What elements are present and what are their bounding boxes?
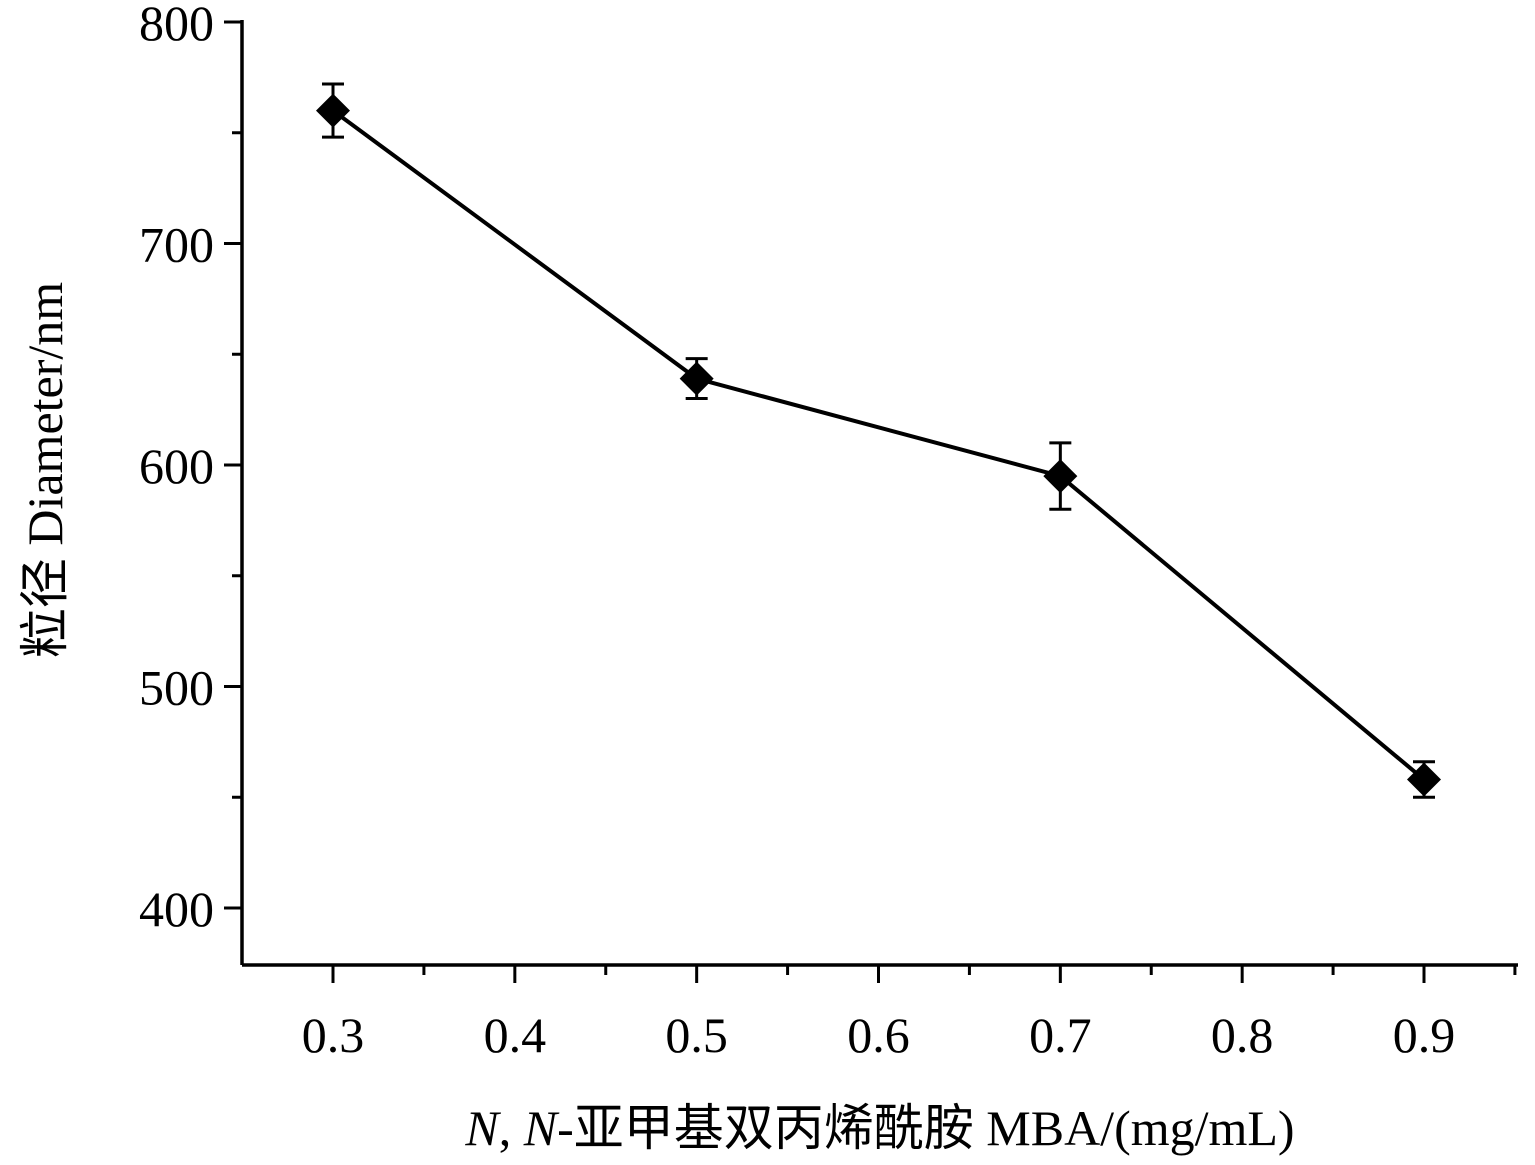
- y-tick-label-700: 700: [139, 217, 214, 273]
- x-tick-label-0.3: 0.3: [302, 1007, 365, 1063]
- axes: [240, 20, 1518, 967]
- x-axis-title: N, N-亚甲基双丙烯酰胺 MBA/(mg/mL): [464, 1100, 1294, 1156]
- y-tick-label-500: 500: [139, 660, 214, 716]
- x-axis-title-rest: -亚甲基双丙烯酰胺 MBA/(mg/mL): [557, 1100, 1294, 1156]
- x-tick-label-0.8: 0.8: [1211, 1007, 1274, 1063]
- y-tick-label-600: 600: [139, 438, 214, 494]
- y-axis-title: 粒径 Diameter/nm: [17, 282, 73, 658]
- data-point-2: [1043, 459, 1078, 494]
- ticks: 400 500 600 700 800 0.3 0.4 0.5 0.6 0.7 0.8 0.9: [139, 0, 1517, 1063]
- data-point-1: [679, 361, 714, 396]
- x-tick-label-0.7: 0.7: [1029, 1007, 1092, 1063]
- y-tick-label-800: 800: [139, 0, 214, 51]
- data-point-0: [316, 93, 350, 128]
- series: [316, 82, 1441, 799]
- x-tick-label-0.9: 0.9: [1393, 1007, 1456, 1063]
- x-axis-title-n2: N: [523, 1100, 560, 1156]
- series-line-0: [331, 108, 1426, 782]
- x-axis-title-sep: ,: [499, 1100, 524, 1156]
- x-tick-label-0.4: 0.4: [484, 1007, 547, 1063]
- x-axis-title-n1: N: [464, 1100, 501, 1156]
- y-tick-label-400: 400: [139, 881, 214, 937]
- x-tick-label-0.6: 0.6: [847, 1007, 910, 1063]
- data-point-3: [1407, 762, 1441, 797]
- x-tick-label-0.5: 0.5: [665, 1007, 728, 1063]
